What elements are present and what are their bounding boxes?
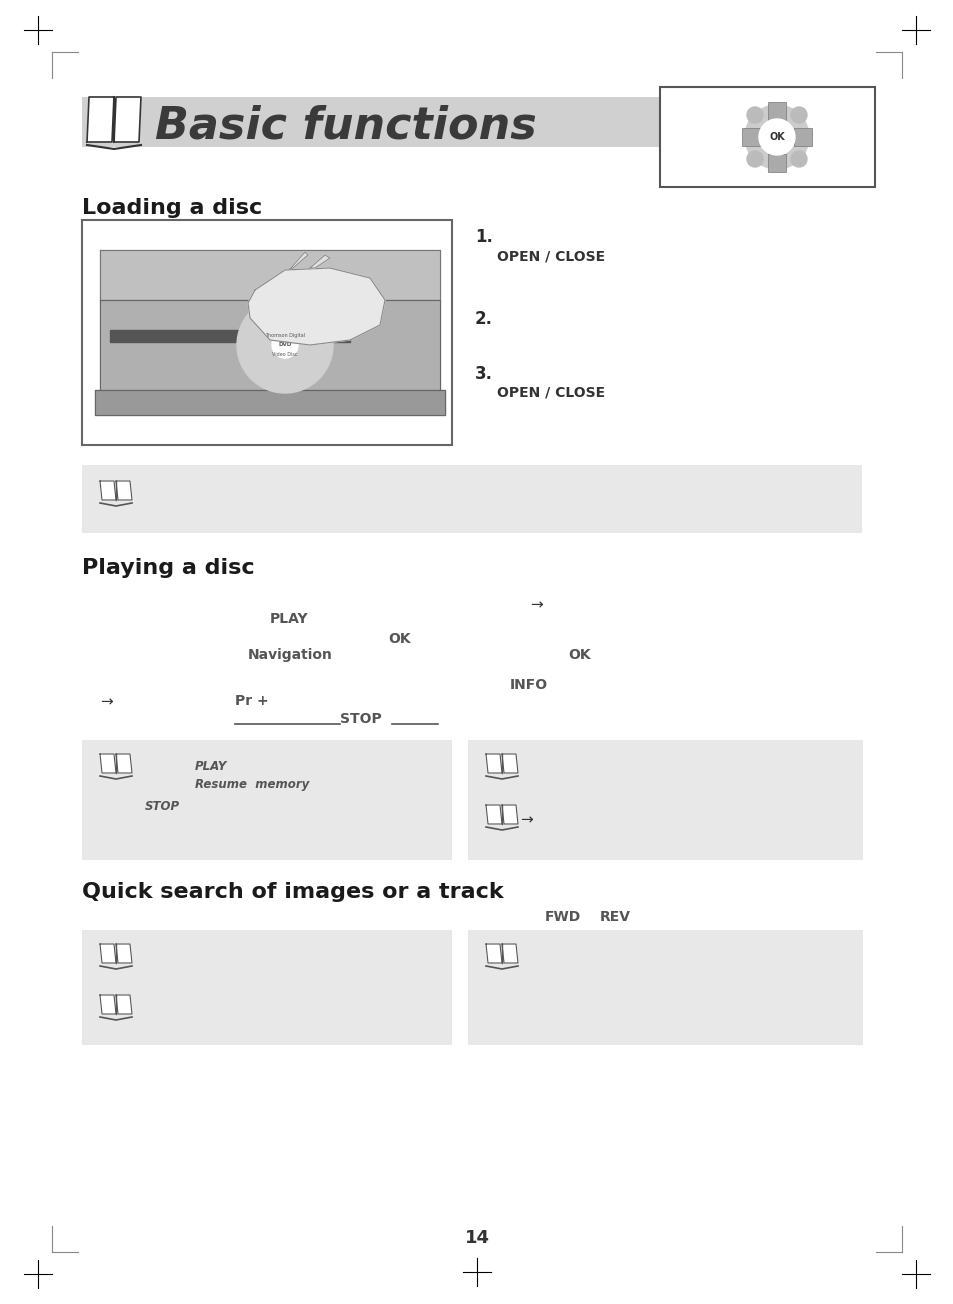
Text: REV: REV <box>599 910 630 925</box>
Text: 3.: 3. <box>475 365 493 383</box>
Bar <box>468 930 862 1045</box>
Circle shape <box>759 119 794 155</box>
Text: Basic functions: Basic functions <box>154 104 537 147</box>
Text: DVD: DVD <box>278 343 292 347</box>
Text: →: → <box>519 812 532 827</box>
Circle shape <box>744 106 808 170</box>
Text: →: → <box>530 597 542 612</box>
Circle shape <box>236 297 333 393</box>
Polygon shape <box>100 944 116 962</box>
Bar <box>82 930 452 1045</box>
Text: Video Disc: Video Disc <box>272 352 297 356</box>
Bar <box>741 128 760 146</box>
Polygon shape <box>116 995 132 1015</box>
Polygon shape <box>100 250 439 300</box>
Polygon shape <box>116 754 132 773</box>
Circle shape <box>746 107 762 123</box>
Polygon shape <box>501 944 517 962</box>
Bar <box>82 739 452 861</box>
Text: FWD: FWD <box>544 910 580 925</box>
Bar <box>767 102 785 120</box>
Text: STOP: STOP <box>339 712 381 726</box>
Text: OK: OK <box>388 632 410 645</box>
Text: INFO: INFO <box>510 678 548 692</box>
Text: OPEN / CLOSE: OPEN / CLOSE <box>497 385 604 399</box>
Circle shape <box>790 151 806 167</box>
Text: 14: 14 <box>464 1228 489 1247</box>
Circle shape <box>272 333 297 359</box>
Polygon shape <box>248 269 385 346</box>
Polygon shape <box>116 481 132 499</box>
Polygon shape <box>110 330 350 342</box>
Polygon shape <box>116 944 132 962</box>
Bar <box>767 154 785 172</box>
Polygon shape <box>100 995 116 1015</box>
Text: OK: OK <box>567 648 590 662</box>
Bar <box>82 96 661 147</box>
Polygon shape <box>485 754 501 773</box>
Text: Loading a disc: Loading a disc <box>82 198 262 218</box>
Polygon shape <box>87 96 113 142</box>
Bar <box>659 87 874 186</box>
Polygon shape <box>100 300 439 390</box>
Text: Resume  memory: Resume memory <box>194 778 309 792</box>
Text: STOP: STOP <box>145 799 180 812</box>
Text: Playing a disc: Playing a disc <box>82 558 254 578</box>
Polygon shape <box>290 252 308 269</box>
Bar <box>82 466 862 533</box>
Text: PLAY: PLAY <box>270 612 309 626</box>
Bar <box>468 739 862 861</box>
Text: PLAY: PLAY <box>194 760 227 773</box>
Text: Navigation: Navigation <box>248 648 333 662</box>
Polygon shape <box>485 944 501 962</box>
Text: Quick search of images or a track: Quick search of images or a track <box>82 882 503 902</box>
Polygon shape <box>485 805 501 824</box>
Polygon shape <box>100 481 116 499</box>
Text: OK: OK <box>768 132 784 142</box>
Polygon shape <box>310 256 330 269</box>
Polygon shape <box>100 754 116 773</box>
Text: OPEN / CLOSE: OPEN / CLOSE <box>497 250 604 263</box>
Polygon shape <box>501 805 517 824</box>
Bar <box>82 220 452 445</box>
Polygon shape <box>113 96 141 142</box>
Circle shape <box>790 107 806 123</box>
Text: 1.: 1. <box>475 228 493 246</box>
Circle shape <box>746 151 762 167</box>
Text: Pr +: Pr + <box>234 694 269 708</box>
Text: Thomson Digital: Thomson Digital <box>265 333 305 338</box>
Text: 2.: 2. <box>475 310 493 329</box>
Bar <box>793 128 811 146</box>
Polygon shape <box>95 390 444 415</box>
Text: →: → <box>100 694 112 709</box>
Polygon shape <box>501 754 517 773</box>
